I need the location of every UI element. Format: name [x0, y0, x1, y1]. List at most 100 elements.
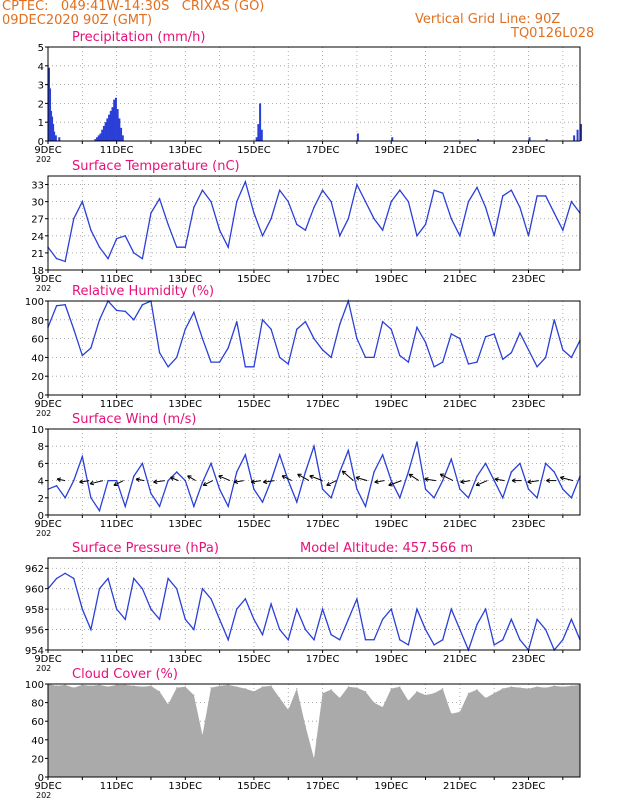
wind-vector — [355, 476, 368, 482]
series-point — [236, 320, 238, 323]
precip-bar — [48, 67, 50, 141]
series-point — [364, 505, 367, 508]
series-point — [416, 441, 418, 443]
wind-vector — [187, 475, 196, 482]
x-tick-label: 13DEC — [168, 781, 202, 792]
y-tick-label: 0 — [38, 511, 44, 522]
series-point — [347, 618, 350, 621]
series-point — [64, 497, 66, 499]
series-point — [390, 200, 392, 203]
series-point — [278, 356, 281, 359]
series-point — [347, 449, 350, 452]
y-tick-label: 60 — [31, 717, 44, 728]
series-point — [399, 189, 401, 191]
cloud-point — [81, 684, 83, 686]
x-year-label: 202 — [36, 791, 51, 800]
series-point — [442, 192, 444, 194]
wind-vector — [439, 473, 454, 482]
x-tick-label: 23DEC — [512, 274, 546, 285]
precip-bar — [255, 137, 258, 141]
x-tick-label: 9DEC — [34, 399, 61, 410]
wind-vector — [202, 480, 213, 487]
x-tick-label: 11DEC — [100, 399, 134, 410]
precip-bar — [118, 118, 121, 141]
series-point — [184, 246, 186, 248]
precip-bar — [51, 116, 54, 141]
y-tick-label: 100 — [25, 680, 44, 691]
series-point — [493, 235, 495, 237]
series-line — [47, 572, 581, 652]
cloud-point — [330, 688, 332, 691]
series-point — [321, 189, 324, 191]
wind-vector — [546, 478, 556, 483]
cloud-area — [48, 684, 580, 777]
cloud-point — [158, 690, 161, 693]
series-point — [193, 628, 195, 631]
x-tick-label: 17DEC — [306, 274, 340, 285]
x-tick-label: 23DEC — [512, 399, 546, 410]
precip-bar — [94, 139, 97, 141]
series-point — [167, 366, 169, 368]
series-point — [519, 206, 521, 209]
x-tick-label: 19DEC — [374, 145, 408, 156]
series-line — [47, 298, 581, 368]
panel-title: Surface Wind (m/s) — [72, 412, 196, 427]
cloud-point — [399, 686, 401, 688]
y-tick-label: 24 — [31, 232, 44, 243]
precip-bar — [257, 124, 260, 141]
series-point — [519, 462, 521, 465]
series-point — [90, 347, 92, 349]
series-point — [399, 639, 401, 641]
cloud-point — [201, 734, 204, 736]
series-point — [158, 505, 161, 508]
series-point — [373, 471, 375, 473]
series-point — [502, 195, 504, 197]
cloud-point — [364, 690, 367, 693]
precip-bar — [573, 135, 576, 141]
cloud-point — [107, 686, 109, 688]
series-point — [433, 189, 435, 191]
x-tick-label: 11DEC — [100, 781, 134, 792]
series-point — [442, 361, 444, 363]
precip-bar — [53, 131, 56, 141]
y-tick-label: 20 — [31, 754, 44, 765]
series-point — [459, 628, 461, 631]
series-point — [133, 319, 135, 321]
wind-vector — [79, 479, 90, 484]
series-point — [55, 577, 58, 580]
series-point — [124, 235, 126, 237]
cloud-point — [167, 703, 169, 706]
x-tick-label: 21DEC — [443, 781, 477, 792]
x-tick-label: 9DEC — [34, 654, 61, 665]
series-point — [253, 212, 255, 214]
cloud-point — [442, 688, 444, 690]
series-point — [107, 257, 109, 260]
precip-bar — [259, 103, 262, 141]
series-point — [339, 639, 341, 641]
cloud-point — [296, 688, 298, 690]
header-station: CPTEC: 049:41W-14:30S CRIXAS (GO) — [2, 0, 265, 14]
cloud-point — [133, 685, 135, 687]
x-tick-label: 19DEC — [374, 654, 408, 665]
precip-bar — [97, 135, 100, 141]
x-tick-label: 15DEC — [237, 781, 271, 792]
cloud-point — [210, 687, 212, 689]
panel-6: 0 20 40 60 80 100 9DEC 11DEC 13DEC 15DEC 17DEC 19DE… — [25, 667, 581, 800]
panel-title: Cloud Cover (%) — [72, 667, 178, 682]
panel-frame — [47, 683, 581, 778]
panel-frame — [47, 300, 581, 396]
cloud-point — [219, 685, 221, 687]
cloud-point — [90, 685, 92, 687]
cloud-point — [55, 685, 58, 687]
panel-4: 0 2 4 6 8 10 9DEC 11DEC 13DEC 15DEC 17DEC 19DEC 21DE… — [31, 412, 581, 538]
cloud-point — [545, 687, 547, 689]
cloud-point — [64, 684, 66, 686]
x-tick-label: 15DEC — [237, 145, 271, 156]
cloud-point — [433, 692, 435, 694]
series-point — [570, 618, 573, 621]
series-point — [484, 462, 487, 465]
x-tick-label: 13DEC — [168, 654, 202, 665]
wind-vector — [424, 477, 436, 482]
precip-bar — [101, 129, 104, 141]
